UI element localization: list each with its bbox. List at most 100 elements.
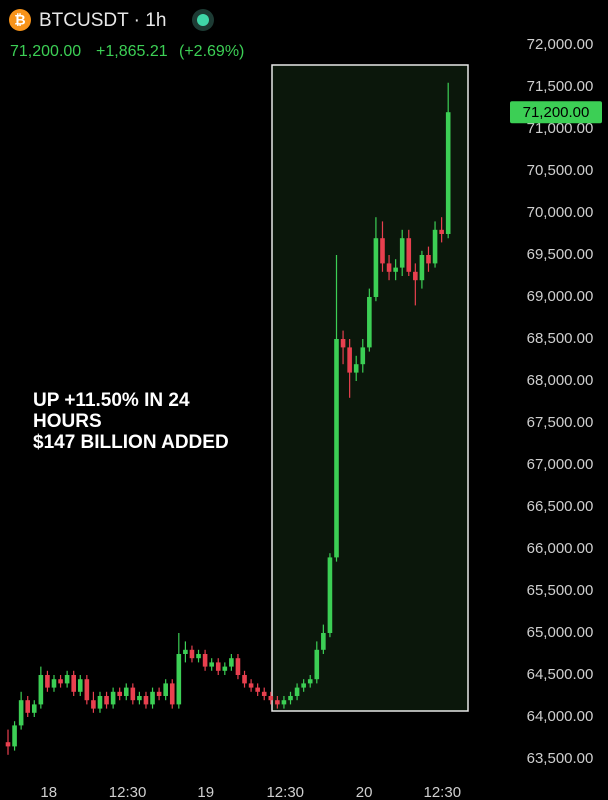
- candle-body: [117, 691, 122, 696]
- candle-body: [347, 347, 352, 373]
- candle-body: [189, 649, 195, 659]
- candle-body: [399, 238, 405, 268]
- annotation: $147 BILLION ADDED: [33, 432, 229, 453]
- highlight-box: [271, 64, 469, 712]
- candle-body: [334, 339, 339, 558]
- candle-body: [439, 229, 444, 234]
- x-tick-label: 12:30: [109, 784, 147, 800]
- candle-body: [367, 297, 372, 348]
- candle-body: [360, 347, 366, 365]
- candle-body: [18, 700, 24, 726]
- candle-body: [419, 255, 425, 281]
- candle-body: [104, 696, 109, 705]
- y-tick-label: 66,000.00: [527, 540, 594, 557]
- y-tick-label: 67,000.00: [527, 456, 594, 473]
- candle-body: [196, 654, 201, 659]
- y-tick-label: 67,500.00: [527, 414, 594, 431]
- y-tick-label: 69,500.00: [527, 246, 594, 263]
- candle-body: [301, 683, 306, 688]
- coin-icon: [9, 9, 31, 31]
- candle-body: [130, 687, 136, 701]
- change-pct: (+2.69%): [179, 43, 244, 60]
- candle-body: [321, 633, 326, 650]
- candle-body: [215, 662, 221, 671]
- candle-body: [229, 658, 234, 667]
- candle-body: [123, 687, 129, 696]
- candle-body: [353, 364, 359, 373]
- chart-title: BTCUSDT · 1h: [39, 10, 166, 31]
- candle-body: [51, 679, 57, 688]
- candle-body: [426, 255, 431, 264]
- candle-body: [242, 675, 247, 684]
- y-tick-label: 63,500.00: [527, 750, 594, 767]
- annotation: UP +11.50% IN 24: [33, 390, 190, 411]
- candle-body: [222, 666, 228, 671]
- candle-body: [143, 696, 149, 705]
- candle-body: [71, 675, 76, 692]
- candle-body: [314, 649, 320, 680]
- candle-body: [110, 691, 116, 705]
- last-price: 71,200.00: [10, 43, 81, 60]
- coin-symbol: ₿: [14, 12, 25, 28]
- y-tick-label: 70,000.00: [527, 204, 594, 221]
- y-tick-label: 72,000.00: [527, 36, 594, 53]
- y-tick-label: 71,000.00: [527, 120, 594, 137]
- x-tick-label: 12:30: [266, 784, 304, 800]
- candle-body: [445, 112, 451, 234]
- candle-body: [281, 700, 287, 705]
- candle-body: [97, 696, 103, 709]
- y-tick-label: 64,000.00: [527, 708, 594, 725]
- candle-body: [38, 675, 44, 705]
- candle-body: [275, 700, 280, 705]
- x-tick-label: 19: [197, 784, 214, 800]
- y-tick-label: 65,000.00: [527, 624, 594, 641]
- candle-body: [156, 691, 162, 696]
- candle-body: [150, 691, 155, 705]
- candle-body: [307, 679, 313, 684]
- candle-body: [413, 271, 418, 281]
- x-tick-label: 18: [40, 784, 57, 800]
- candle-body: [169, 683, 175, 705]
- candle-body: [261, 691, 267, 696]
- candle-body: [294, 687, 300, 696]
- change: +1,865.21: [96, 43, 168, 60]
- candle-body: [91, 700, 96, 709]
- candle-body: [58, 679, 63, 684]
- price-tag-label: 71,200.00: [523, 104, 590, 121]
- candle-body: [235, 658, 241, 675]
- candle-body: [255, 687, 260, 692]
- y-tick-label: 68,000.00: [527, 372, 594, 389]
- candle-body: [12, 725, 17, 747]
- y-tick-label: 64,500.00: [527, 666, 594, 683]
- candle-body: [163, 683, 168, 696]
- x-tick-label: 20: [356, 784, 373, 800]
- candle-body: [406, 238, 412, 272]
- candle-body: [386, 263, 392, 272]
- candle-body: [327, 557, 333, 633]
- x-tick-label: 12:30: [424, 784, 462, 800]
- candle-body: [84, 679, 90, 701]
- candle-body: [248, 683, 254, 688]
- candle-body: [25, 700, 31, 713]
- candle-body: [45, 675, 50, 688]
- candle-body: [209, 662, 214, 667]
- candle-body: [432, 229, 438, 264]
- y-tick-label: 71,500.00: [527, 78, 594, 95]
- y-tick-label: 66,500.00: [527, 498, 594, 515]
- candle-body: [268, 696, 274, 701]
- y-tick-label: 69,000.00: [527, 288, 594, 305]
- annotation: HOURS: [33, 411, 102, 432]
- candle-body: [77, 679, 83, 692]
- candle-body: [176, 654, 182, 705]
- candle-body: [31, 704, 37, 713]
- candle-body: [183, 649, 188, 654]
- candle-body: [340, 339, 346, 348]
- candle-body: [380, 238, 385, 264]
- candle-body: [64, 675, 70, 684]
- candle-body: [5, 742, 11, 747]
- price-tag: [510, 101, 602, 124]
- candle-body: [137, 696, 142, 701]
- candle-body: [393, 267, 398, 272]
- candle-body: [288, 696, 293, 701]
